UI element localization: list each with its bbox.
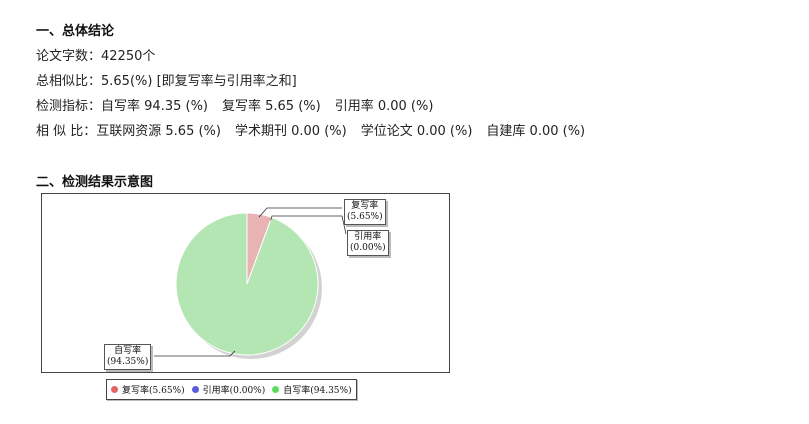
legend-label-original: 自写率(94.35%) [283,386,352,396]
leader-copied [258,207,342,218]
chart-legend: 复写率(5.65%) 引用率(0.00%) 自写率(94.35%) [106,379,357,400]
callout-cited: 引用率 (0.00%) [347,230,389,256]
original-rate: 自写率 94.35 (%) [101,99,208,114]
word-count: 论文字数：42250个 [36,49,156,64]
pie-chart-frame: 复写率 (5.65%) 引用率 (0.00%) 自写率 (94.35%) [41,193,450,373]
copied-rate: 复写率 5.65 (%) [222,99,321,114]
legend-dot-cited [191,386,199,393]
callout-copied: 复写率 (5.65%) [344,199,386,225]
legend-label-copied: 复写率(5.65%) [122,386,185,396]
sources-label: 相 似 比： [36,124,97,139]
callout-original-name: 自写率 [114,346,142,356]
callout-original-value: (94.35%) [107,357,149,367]
detection-metrics: 检测指标：自写率 94.35 (%) 复写率 5.65 (%) 引用率 0.00 (… [36,95,433,114]
callout-cited-value: (0.00%) [350,243,386,253]
pie-chart [154,207,347,359]
legend-item-copied: 复写率(5.65%) [111,383,185,396]
legend-item-cited: 引用率(0.00%) [191,383,266,396]
cited-rate: 引用率 0.00 (%) [334,99,434,114]
callout-cited-name: 引用率 [354,232,382,242]
pie-slice-original [175,212,319,356]
callout-copied-value: (5.65%) [347,212,383,222]
custom-db-rate: 自建库 0.00 (%) [486,124,586,139]
leader-cited [270,215,347,235]
similarity-sources: 相 似 比：互联网资源 5.65 (%) 学术期刊 0.00 (%) 学位论文 0.… [36,120,585,139]
legend-item-original: 自写率(94.35%) [272,383,352,396]
legend-dot-copied [111,386,118,393]
callout-original: 自写率 (94.35%) [104,344,152,370]
internet-rate: 互联网资源 5.65 (%) [96,124,221,139]
callout-copied-name: 复写率 [351,201,379,211]
theses-rate: 学位论文 0.00 (%) [360,124,473,139]
legend-dot-original [272,386,280,393]
detection-label: 检测指标： [36,99,102,114]
journals-rate: 学术期刊 0.00 (%) [234,124,347,139]
total-similarity: 总相似比：5.65(%) [即复写率与引用率之和] [36,74,297,89]
section-1-heading: 一、总体结论 [36,24,115,39]
leader-original [154,350,236,357]
legend-label-cited: 引用率(0.00%) [202,386,266,396]
section-2-heading: 二、检测结果示意图 [36,175,154,190]
